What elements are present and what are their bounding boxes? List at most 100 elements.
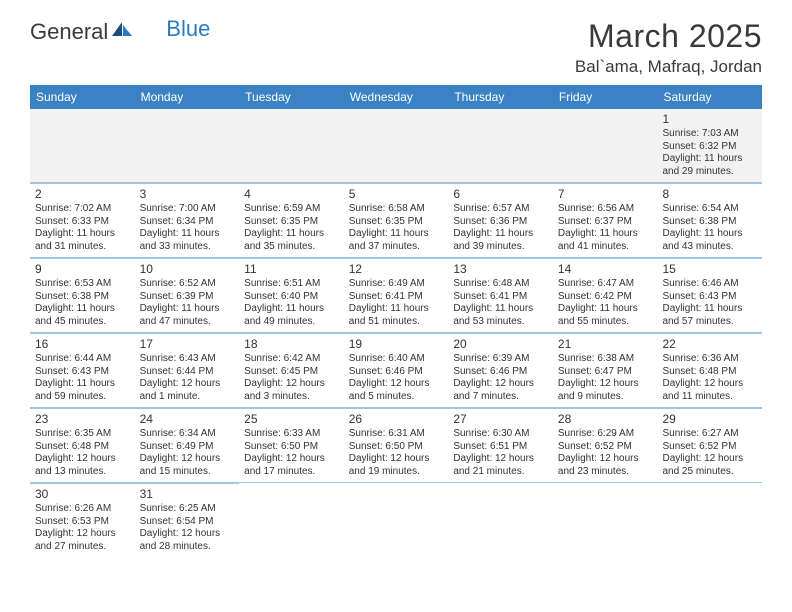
sunrise-text: Sunrise: 6:53 AM	[35, 278, 130, 291]
day-number: 17	[140, 337, 235, 352]
sunset-text: Sunset: 6:52 PM	[558, 441, 653, 454]
daylight-text: Daylight: 12 hours and 3 minutes.	[244, 378, 339, 403]
sunrise-text: Sunrise: 7:00 AM	[140, 203, 235, 216]
day-number: 26	[349, 412, 444, 427]
calendar-cell	[553, 109, 658, 182]
calendar-cell	[448, 483, 553, 557]
calendar-cell: 5Sunrise: 6:58 AMSunset: 6:35 PMDaylight…	[344, 183, 449, 257]
calendar-cell	[344, 109, 449, 182]
sunset-text: Sunset: 6:39 PM	[140, 291, 235, 304]
sunset-text: Sunset: 6:43 PM	[35, 366, 130, 379]
sunrise-text: Sunrise: 6:56 AM	[558, 203, 653, 216]
daylight-text: Daylight: 12 hours and 5 minutes.	[349, 378, 444, 403]
day-number: 3	[140, 187, 235, 202]
calendar-cell: 21Sunrise: 6:38 AMSunset: 6:47 PMDayligh…	[553, 333, 658, 407]
day-number: 6	[453, 187, 548, 202]
daylight-text: Daylight: 11 hours and 31 minutes.	[35, 228, 130, 253]
calendar-week: 30Sunrise: 6:26 AMSunset: 6:53 PMDayligh…	[30, 483, 762, 557]
day-number: 4	[244, 187, 339, 202]
title-block: March 2025 Bal`ama, Mafraq, Jordan	[575, 18, 762, 77]
calendar-cell: 10Sunrise: 6:52 AMSunset: 6:39 PMDayligh…	[135, 258, 240, 332]
calendar-cell: 22Sunrise: 6:36 AMSunset: 6:48 PMDayligh…	[657, 333, 762, 407]
calendar-cell: 26Sunrise: 6:31 AMSunset: 6:50 PMDayligh…	[344, 408, 449, 482]
day-number: 20	[453, 337, 548, 352]
calendar-cell: 20Sunrise: 6:39 AMSunset: 6:46 PMDayligh…	[448, 333, 553, 407]
daylight-text: Daylight: 11 hours and 35 minutes.	[244, 228, 339, 253]
daylight-text: Daylight: 11 hours and 45 minutes.	[35, 303, 130, 328]
daylight-text: Daylight: 12 hours and 1 minute.	[140, 378, 235, 403]
sunset-text: Sunset: 6:33 PM	[35, 216, 130, 229]
sunrise-text: Sunrise: 6:54 AM	[662, 203, 757, 216]
sunset-text: Sunset: 6:50 PM	[244, 441, 339, 454]
daylight-text: Daylight: 12 hours and 23 minutes.	[558, 453, 653, 478]
sunrise-text: Sunrise: 6:38 AM	[558, 353, 653, 366]
daylight-text: Daylight: 12 hours and 19 minutes.	[349, 453, 444, 478]
sunrise-text: Sunrise: 6:34 AM	[140, 428, 235, 441]
sunrise-text: Sunrise: 6:48 AM	[453, 278, 548, 291]
sunset-text: Sunset: 6:48 PM	[35, 441, 130, 454]
sunset-text: Sunset: 6:44 PM	[140, 366, 235, 379]
sunrise-text: Sunrise: 6:42 AM	[244, 353, 339, 366]
sunrise-text: Sunrise: 6:58 AM	[349, 203, 444, 216]
header: General Blue March 2025 Bal`ama, Mafraq,…	[0, 0, 792, 77]
sunset-text: Sunset: 6:32 PM	[662, 141, 757, 154]
sunrise-text: Sunrise: 6:30 AM	[453, 428, 548, 441]
day-header: Monday	[135, 85, 240, 109]
day-number: 23	[35, 412, 130, 427]
sunset-text: Sunset: 6:46 PM	[453, 366, 548, 379]
daylight-text: Daylight: 12 hours and 25 minutes.	[662, 453, 757, 478]
daylight-text: Daylight: 12 hours and 15 minutes.	[140, 453, 235, 478]
day-number: 18	[244, 337, 339, 352]
sunrise-text: Sunrise: 6:40 AM	[349, 353, 444, 366]
daylight-text: Daylight: 12 hours and 28 minutes.	[140, 528, 235, 553]
calendar-cell: 19Sunrise: 6:40 AMSunset: 6:46 PMDayligh…	[344, 333, 449, 407]
sunrise-text: Sunrise: 6:25 AM	[140, 503, 235, 516]
calendar-cell	[239, 109, 344, 182]
calendar-week: 2Sunrise: 7:02 AMSunset: 6:33 PMDaylight…	[30, 183, 762, 258]
sunset-text: Sunset: 6:40 PM	[244, 291, 339, 304]
calendar-cell	[135, 109, 240, 182]
calendar-cell	[239, 483, 344, 557]
sunrise-text: Sunrise: 6:29 AM	[558, 428, 653, 441]
sunset-text: Sunset: 6:43 PM	[662, 291, 757, 304]
day-number: 11	[244, 262, 339, 277]
day-number: 10	[140, 262, 235, 277]
calendar-cell: 1Sunrise: 7:03 AMSunset: 6:32 PMDaylight…	[657, 109, 762, 182]
sunset-text: Sunset: 6:53 PM	[35, 516, 130, 529]
calendar-cell: 25Sunrise: 6:33 AMSunset: 6:50 PMDayligh…	[239, 408, 344, 482]
day-header: Tuesday	[239, 85, 344, 109]
daylight-text: Daylight: 12 hours and 7 minutes.	[453, 378, 548, 403]
sunrise-text: Sunrise: 6:39 AM	[453, 353, 548, 366]
sunrise-text: Sunrise: 6:47 AM	[558, 278, 653, 291]
daylight-text: Daylight: 11 hours and 47 minutes.	[140, 303, 235, 328]
calendar-cell	[553, 483, 658, 557]
daylight-text: Daylight: 11 hours and 39 minutes.	[453, 228, 548, 253]
sunrise-text: Sunrise: 6:27 AM	[662, 428, 757, 441]
sunset-text: Sunset: 6:51 PM	[453, 441, 548, 454]
calendar-cell: 7Sunrise: 6:56 AMSunset: 6:37 PMDaylight…	[553, 183, 658, 257]
sunset-text: Sunset: 6:38 PM	[35, 291, 130, 304]
calendar-cell: 29Sunrise: 6:27 AMSunset: 6:52 PMDayligh…	[657, 408, 762, 482]
sunset-text: Sunset: 6:45 PM	[244, 366, 339, 379]
daylight-text: Daylight: 12 hours and 11 minutes.	[662, 378, 757, 403]
sunset-text: Sunset: 6:46 PM	[349, 366, 444, 379]
sunrise-text: Sunrise: 7:03 AM	[662, 128, 757, 141]
daylight-text: Daylight: 11 hours and 59 minutes.	[35, 378, 130, 403]
daylight-text: Daylight: 11 hours and 43 minutes.	[662, 228, 757, 253]
daylight-text: Daylight: 11 hours and 29 minutes.	[662, 153, 757, 178]
daylight-text: Daylight: 11 hours and 55 minutes.	[558, 303, 653, 328]
logo-text-main: General	[30, 19, 108, 45]
sunset-text: Sunset: 6:41 PM	[453, 291, 548, 304]
day-number: 31	[140, 487, 235, 502]
sunset-text: Sunset: 6:48 PM	[662, 366, 757, 379]
sunset-text: Sunset: 6:52 PM	[662, 441, 757, 454]
day-number: 28	[558, 412, 653, 427]
calendar-cell: 6Sunrise: 6:57 AMSunset: 6:36 PMDaylight…	[448, 183, 553, 257]
sunrise-text: Sunrise: 6:51 AM	[244, 278, 339, 291]
calendar-cell: 16Sunrise: 6:44 AMSunset: 6:43 PMDayligh…	[30, 333, 135, 407]
calendar-cell: 24Sunrise: 6:34 AMSunset: 6:49 PMDayligh…	[135, 408, 240, 482]
daylight-text: Daylight: 11 hours and 41 minutes.	[558, 228, 653, 253]
daylight-text: Daylight: 11 hours and 57 minutes.	[662, 303, 757, 328]
daylight-text: Daylight: 12 hours and 13 minutes.	[35, 453, 130, 478]
calendar-cell: 18Sunrise: 6:42 AMSunset: 6:45 PMDayligh…	[239, 333, 344, 407]
